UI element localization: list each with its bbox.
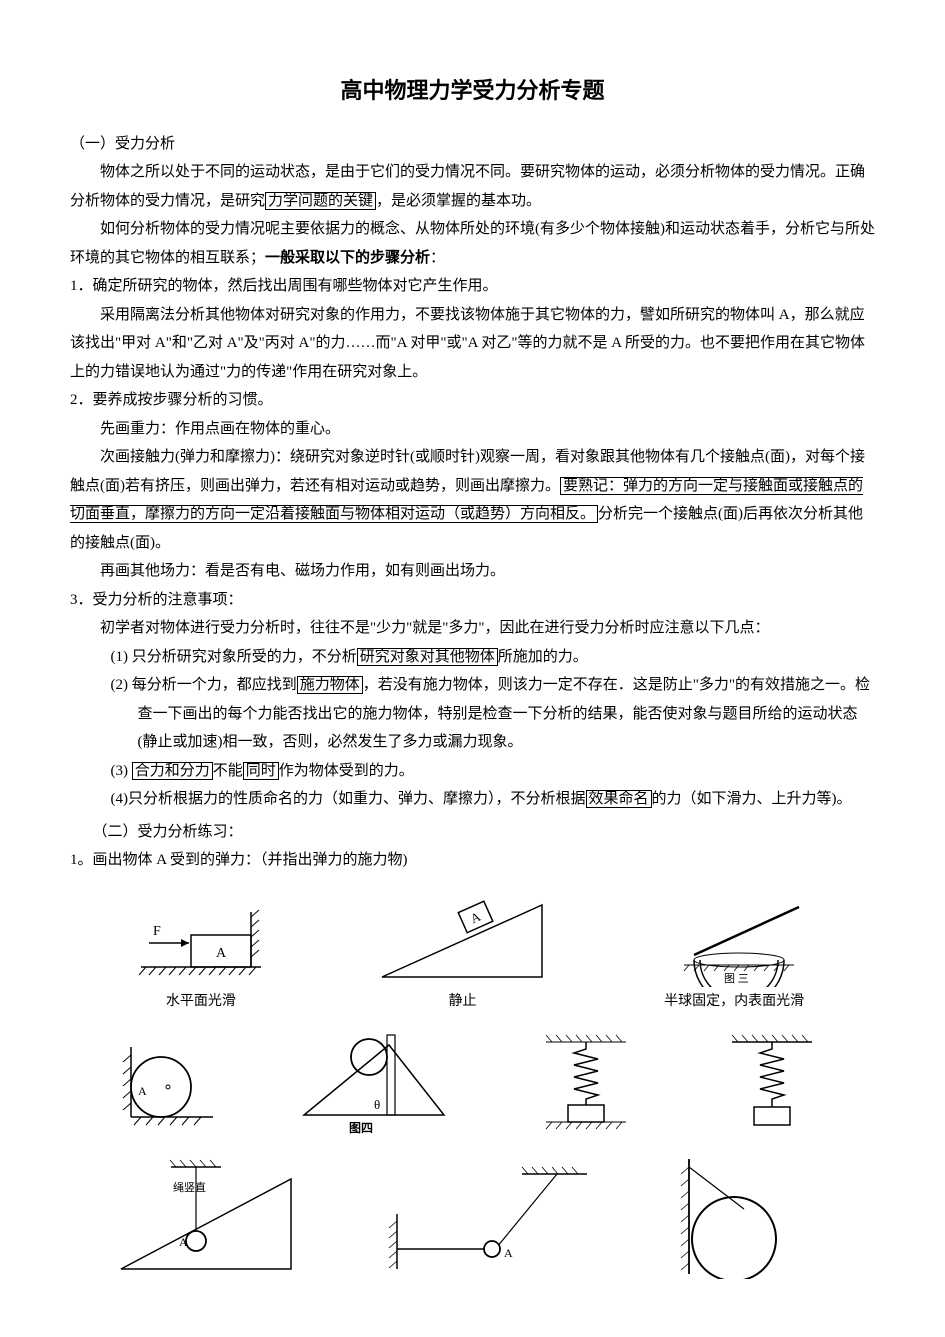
note-1a: (1) 只分析研究对象所受的力，不分析 [111, 649, 357, 665]
para-3: 采用隔离法分析其他物体对研究对象的作用力，不要找该物体施于其它物体的力，譬如所研… [70, 301, 875, 387]
caption-1-3: 半球固定，内表面光滑 [664, 989, 804, 1016]
caption-1-1: 水平面光滑 [166, 989, 236, 1016]
caption-1-2: 静止 [448, 989, 476, 1016]
para-5: 次画接触力(弹力和摩擦力)：绕研究对象逆时针(或顺时针)观察一周，看对象跟其他物… [70, 443, 875, 557]
diagram-ball-corner: A [113, 1037, 223, 1137]
label-rope: 绳竖直 [173, 1180, 206, 1194]
diagram-wall-rod-ball: A [372, 1159, 602, 1279]
para-2a: 如何分析物体的受力情况呢主要依据力的概念、从物体所处的环境(有多少个物体接触)和… [70, 221, 875, 266]
para-2: 如何分析物体的受力情况呢主要依据力的概念、从物体所处的环境(有多少个物体接触)和… [70, 215, 875, 272]
note-2a: (2) 每分析一个力，都应找到 [111, 677, 297, 693]
diagram-1-3: 图 三 半球固定，内表面光滑 [644, 887, 824, 1016]
diagram-2-4 [712, 1027, 832, 1137]
diagram-incline-rope-ball: A 绳竖直 [111, 1149, 311, 1279]
note-4: (4)只分析根据力的性质命名的力（如重力、弹力、摩擦力），不分析根据效果命名的力… [100, 785, 875, 814]
note-3: (3) 合力和分力不能同时作为物体受到的力。 [100, 757, 875, 786]
diagram-hemisphere-rod: 图 三 [644, 887, 824, 987]
diagram-row-1: A F 水平面光滑 A 静止 [70, 887, 875, 1016]
note-3a: (3) [111, 763, 132, 779]
note-2: (2) 每分析一个力，都应找到施力物体，若没有施力物体，则该力一定不存在．这是防… [100, 671, 875, 757]
section1-heading: （一）受力分析 [70, 130, 875, 159]
diagram-1-1: A F 水平面光滑 [121, 897, 281, 1016]
step-1: 1．确定所研究的物体，然后找出周围有哪些物体对它产生作用。 [70, 272, 875, 301]
label-fig4: 图四 [349, 1121, 373, 1135]
diagram-spring-compress [526, 1027, 646, 1137]
boxed-note4: 效果命名 [586, 790, 652, 808]
label-F: F [153, 924, 161, 939]
diagram-3-3 [664, 1149, 834, 1279]
boxed-note3b: 同时 [243, 762, 279, 780]
diagram-1-2: A 静止 [362, 887, 562, 1016]
boxed-note2: 施力物体 [297, 676, 363, 694]
diagram-2-2: θ 图四 [289, 1027, 459, 1137]
page-title: 高中物理力学受力分析专题 [70, 70, 875, 112]
diagram-spring-hang [712, 1027, 832, 1137]
para-6: 再画其他场力：看是否有电、磁场力作用，如有则画出场力。 [70, 557, 875, 586]
note-3c: 作为物体受到的力。 [279, 763, 414, 779]
label-A5: A [504, 1246, 513, 1260]
diagram-row-2: A θ 图四 [70, 1027, 875, 1137]
para-7: 初学者对物体进行受力分析时，往往不是"少力"就是"多力"，因此在进行受力分析时应… [70, 614, 875, 643]
para-2b: ： [430, 250, 445, 266]
para-1: 物体之所以处于不同的运动状态，是由于它们的受力情况不同。要研究物体的运动，必须分… [70, 158, 875, 215]
label-A4: A [179, 1235, 188, 1249]
label-fig3: 图 三 [724, 972, 749, 985]
exercise-1: 1。画出物体 A 受到的弹力：（并指出弹力的施力物) [70, 846, 875, 875]
boxed-note3a: 合力和分力 [132, 762, 213, 780]
note-4b: 的力（如下滑力、上升力等)。 [652, 791, 852, 807]
section2-heading: （二）受力分析练习： [93, 818, 876, 847]
diagram-block-wall: A F [121, 897, 281, 987]
boxed-keyword-1: 力学问题的关键 [265, 192, 376, 210]
label-A2: A [469, 908, 484, 926]
diagram-incline-wall-ball: θ 图四 [289, 1027, 459, 1137]
bold-steps: 一般采取以下的步骤分析 [265, 249, 430, 266]
diagram-2-3 [526, 1027, 646, 1137]
label-A3: A [138, 1084, 147, 1098]
step-3: 3．受力分析的注意事项： [70, 586, 875, 615]
boxed-note1: 研究对象对其他物体 [357, 648, 498, 666]
note-1: (1) 只分析研究对象所受的力，不分析研究对象对其他物体所施加的力。 [100, 643, 875, 672]
label-A: A [216, 946, 227, 961]
step-2: 2．要养成按步骤分析的习惯。 [70, 386, 875, 415]
note-4a: (4)只分析根据力的性质命名的力（如重力、弹力、摩擦力），不分析根据 [111, 791, 586, 807]
diagram-row-3: A 绳竖直 A [70, 1149, 875, 1279]
note-1b: 所施加的力。 [498, 649, 588, 665]
label-theta: θ [374, 1097, 380, 1112]
diagram-3-1: A 绳竖直 [111, 1149, 311, 1279]
diagram-wall-string-bigball [664, 1149, 834, 1279]
para-1b: ，是必须掌握的基本功。 [376, 193, 541, 209]
diagram-3-2: A [372, 1159, 602, 1279]
diagram-2-1: A [113, 1037, 223, 1137]
note-3b: 不能 [213, 763, 243, 779]
diagram-incline-block: A [362, 887, 562, 987]
para-4: 先画重力：作用点画在物体的重心。 [70, 415, 875, 444]
